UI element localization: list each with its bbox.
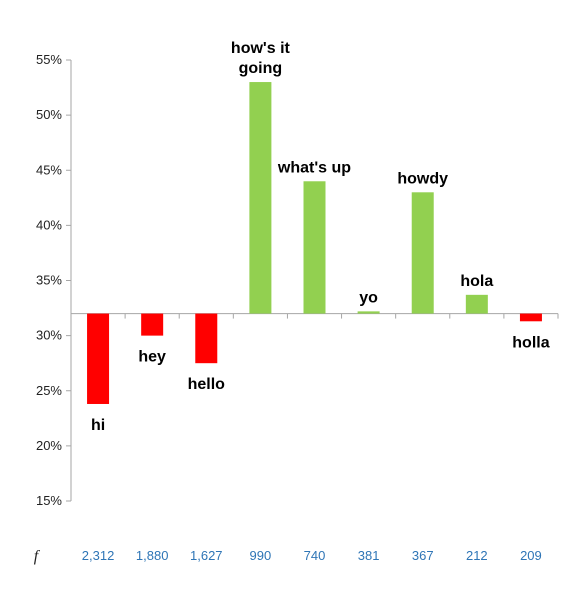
frequency-label: 1,627	[190, 548, 223, 563]
data-label: hey	[138, 349, 166, 366]
data-label: holla	[512, 334, 549, 351]
frequency-row: 2,312 1,880 1,627 990 740 381 367 212 209 f	[34, 548, 542, 565]
data-label: what's up	[277, 159, 351, 176]
bar	[249, 82, 272, 314]
data-label: going	[239, 60, 283, 77]
frequency-label: 209	[520, 548, 542, 563]
y-tick-label: 15%	[36, 493, 62, 508]
frequency-label: 2,312	[82, 548, 115, 563]
frequency-label: 367	[412, 548, 434, 563]
bar	[87, 313, 110, 404]
frequency-label: 212	[466, 548, 488, 563]
bar	[141, 313, 164, 336]
data-label: how's it	[231, 40, 291, 57]
y-tick-label: 25%	[36, 383, 62, 398]
frequency-label: 1,880	[136, 548, 169, 563]
y-tick-label: 35%	[36, 273, 62, 288]
label-layer: hi hey hello how's it going what's up yo howdy h…	[91, 40, 550, 434]
data-label: hi	[91, 417, 105, 434]
y-tick-label: 20%	[36, 438, 62, 453]
frequency-label: 740	[304, 548, 326, 563]
frequency-label: 381	[358, 548, 380, 563]
data-label: hola	[460, 273, 493, 290]
frequency-symbol: f	[34, 548, 41, 565]
frequency-label: 990	[250, 548, 272, 563]
y-tick-label: 30%	[36, 328, 62, 343]
y-tick-label: 55%	[36, 52, 62, 67]
y-tick-label: 50%	[36, 107, 62, 122]
y-tick-label: 45%	[36, 162, 62, 177]
axis-layer: 15% 20% 25% 30% 35% 40% 45% 50% 55%	[36, 52, 559, 508]
bar	[357, 311, 380, 314]
data-label: hello	[188, 376, 226, 393]
bar	[411, 192, 434, 314]
bar	[519, 313, 542, 322]
bar	[465, 294, 488, 314]
bar	[303, 181, 326, 314]
y-tick-label: 40%	[36, 217, 62, 232]
bar-layer	[87, 82, 542, 404]
data-label: howdy	[397, 170, 448, 187]
bar	[195, 313, 218, 364]
data-label: yo	[359, 289, 378, 306]
